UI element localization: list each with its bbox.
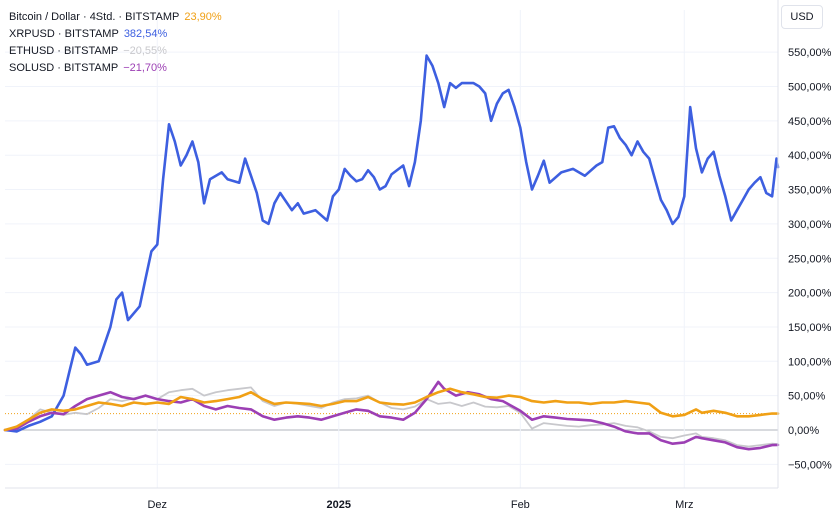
y-tick-label: 100,00% — [788, 356, 832, 368]
legend-label: Bitcoin / Dollar · 4Std. · BITSTAMP — [9, 11, 180, 23]
legend-label: XRPUSD · BITSTAMP — [9, 28, 119, 40]
series-lines — [3, 54, 780, 451]
y-axis: −50,00% 0,00% 50,00% 100,00% 150,00% 200,00% 2… — [777, 0, 832, 488]
legend-label: SOLUSD · BITSTAMP — [9, 62, 119, 74]
y-tick-label: 250,00% — [788, 253, 832, 265]
gridlines — [5, 10, 778, 488]
y-tick-label: 200,00% — [788, 288, 832, 300]
legend-change: 23,90% — [184, 11, 222, 23]
y-tick-label: 500,00% — [788, 82, 832, 94]
legend-item-bitcoin[interactable]: Bitcoin / Dollar · 4Std. · BITSTAMP 23,90… — [9, 9, 222, 26]
legend-item-xrpusd[interactable]: XRPUSD · BITSTAMP 382,54% — [9, 26, 222, 43]
y-tick-label: 450,00% — [788, 116, 832, 128]
legend-item-solusd[interactable]: SOLUSD · BITSTAMP −21,70% — [9, 60, 222, 77]
legend-item-ethusd[interactable]: ETHUSD · BITSTAMP −20,55% — [9, 43, 222, 60]
x-tick-label: 2025 — [327, 499, 351, 511]
y-tick-label: 350,00% — [788, 185, 832, 197]
y-tick-label: 0,00% — [788, 425, 819, 437]
x-tick-label: Dez — [147, 499, 167, 511]
series-line-bitcoin-dollar[interactable] — [3, 387, 780, 432]
x-tick-label: Mrz — [675, 499, 693, 511]
y-tick-label: 550,00% — [788, 47, 832, 59]
y-tick-label: 400,00% — [788, 150, 832, 162]
x-tick-label: Feb — [511, 499, 530, 511]
y-tick-label: 300,00% — [788, 219, 832, 231]
y-tick-label: −50,00% — [788, 459, 832, 471]
legend-change: 382,54% — [123, 28, 168, 40]
series-line-solusd[interactable] — [3, 380, 780, 451]
y-tick-label: 50,00% — [788, 391, 826, 403]
legend-label: ETHUSD · BITSTAMP — [9, 45, 119, 57]
legend: Bitcoin / Dollar · 4Std. · BITSTAMP 23,90… — [9, 9, 222, 77]
series-line-xrpusd[interactable] — [3, 54, 780, 433]
currency-button[interactable]: USD — [781, 5, 823, 29]
y-tick-label: 150,00% — [788, 322, 832, 334]
legend-change: −20,55% — [123, 45, 167, 57]
x-axis: Dez 2025 Feb Mrz — [5, 487, 778, 511]
legend-change: −21,70% — [123, 62, 167, 74]
